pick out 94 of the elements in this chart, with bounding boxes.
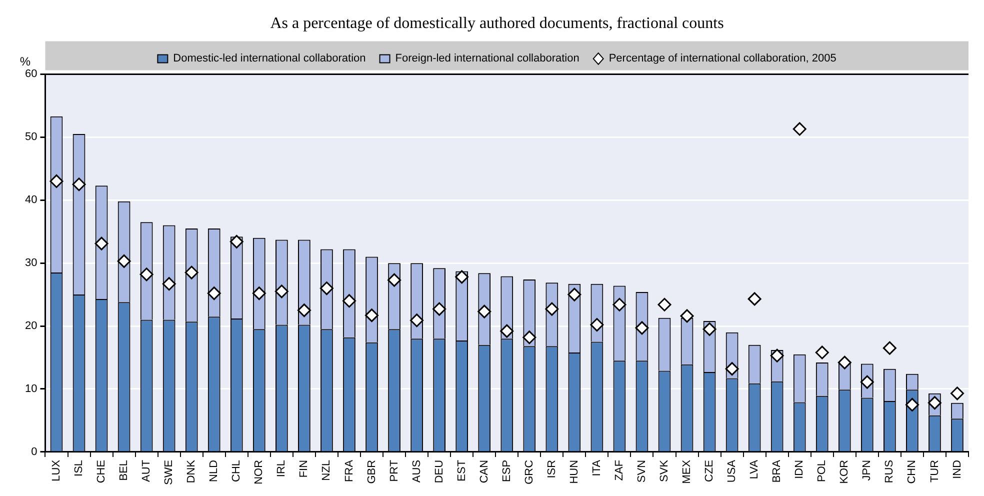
- point: [207, 286, 221, 300]
- x-tick-label: POL: [816, 460, 828, 482]
- x-tick-label: BEL: [118, 460, 130, 481]
- x-tick-label: FRA: [343, 459, 356, 482]
- point: [410, 314, 424, 328]
- x-tick-label: SVK: [658, 459, 671, 482]
- point: [50, 174, 64, 188]
- x-tick-label: NOR: [253, 460, 266, 484]
- x-tick-label: LUX: [50, 459, 63, 482]
- x-tick-label: ISL: [73, 460, 86, 476]
- point: [928, 396, 942, 410]
- point: [72, 178, 86, 192]
- x-tick-label: USA: [726, 459, 738, 483]
- point: [860, 375, 874, 389]
- legend-label: Foreign-led international collaboration: [395, 52, 580, 65]
- point: [140, 268, 154, 282]
- point: [478, 304, 492, 318]
- point: [500, 324, 514, 338]
- x-tick-label: CZE: [704, 460, 716, 482]
- point: [365, 308, 379, 322]
- x-tick-label: BRA: [771, 459, 784, 483]
- x-tick-label: DEU: [433, 460, 446, 484]
- point: [590, 318, 604, 332]
- point: [252, 286, 266, 300]
- point: [162, 277, 176, 291]
- point: [748, 292, 762, 306]
- point: [230, 234, 244, 248]
- point: [680, 309, 694, 323]
- point: [568, 288, 582, 302]
- x-tick-label: RUS: [884, 460, 896, 484]
- x-tick-label: JPN: [861, 460, 874, 481]
- y-tick-label: 0: [31, 446, 38, 458]
- point: [342, 294, 356, 308]
- point: [117, 254, 131, 268]
- point: [725, 362, 739, 376]
- point: [702, 322, 716, 336]
- point: [882, 341, 896, 355]
- x-tick-label: CHL: [230, 460, 243, 482]
- y-tick-label: 30: [24, 257, 38, 270]
- x-tick-label: ZAF: [613, 460, 626, 481]
- y-tick-label: 10: [24, 383, 38, 396]
- x-tick-label: PRT: [388, 460, 400, 482]
- y-tick-label: 60: [24, 68, 38, 80]
- x-tick-label: CAN: [478, 460, 490, 484]
- point: [770, 348, 784, 362]
- x-tick-label: IDN: [794, 460, 806, 479]
- point: [455, 270, 469, 284]
- x-tick-label: IND: [951, 460, 964, 479]
- x-tick-label: ESP: [500, 460, 513, 482]
- x-tick-label: MEX: [681, 459, 694, 484]
- x-tick-label: NZL: [320, 460, 333, 481]
- point: [432, 302, 446, 316]
- chart-title: As a percentage of domestically authored documents, fractional counts: [270, 14, 724, 32]
- point: [545, 302, 559, 316]
- point: [320, 282, 334, 296]
- y-axis-title: %: [20, 54, 31, 69]
- point: [388, 273, 402, 287]
- x-tick-label: NLD: [208, 460, 220, 482]
- x-tick-label: SVN: [636, 460, 648, 483]
- point: [612, 298, 626, 312]
- x-tick-label: GRC: [523, 460, 536, 484]
- x-tick-label: AUS: [410, 460, 423, 483]
- x-tick-label: CHE: [96, 460, 108, 484]
- x-tick-label: HUN: [568, 460, 580, 484]
- x-tick-label: AUT: [140, 460, 153, 482]
- point: [94, 236, 108, 250]
- point: [950, 386, 964, 400]
- point: [635, 321, 649, 335]
- x-tick-label: IRL: [276, 460, 288, 478]
- x-tick-label: ISR: [546, 460, 558, 478]
- point: [184, 266, 198, 280]
- x-tick-label: LVA: [748, 459, 761, 480]
- x-tick-label: FIN: [298, 460, 310, 478]
- point: [297, 304, 311, 318]
- point: [792, 122, 806, 136]
- x-tick-label: TUR: [928, 460, 941, 483]
- x-tick-label: SWE: [163, 460, 176, 486]
- point: [815, 346, 829, 360]
- x-tick-label: GBR: [366, 460, 378, 484]
- x-tick-label: DNK: [186, 459, 198, 484]
- legend-label: Domestic-led international collaboration: [173, 52, 366, 65]
- x-tick-label: CHN: [906, 460, 918, 484]
- x-tick-label: EST: [456, 460, 468, 482]
- legend-label: Percentage of international collaboration, 2005: [608, 52, 836, 65]
- y-tick-label: 50: [24, 131, 38, 144]
- point: [905, 398, 919, 412]
- y-tick-label: 40: [24, 194, 38, 206]
- x-tick-label: ITA: [590, 459, 603, 476]
- point: [522, 330, 536, 344]
- point: [658, 298, 672, 312]
- point: [838, 356, 852, 370]
- x-tick-label: KOR: [838, 460, 851, 484]
- point: [274, 284, 288, 298]
- y-tick-label: 20: [24, 320, 38, 332]
